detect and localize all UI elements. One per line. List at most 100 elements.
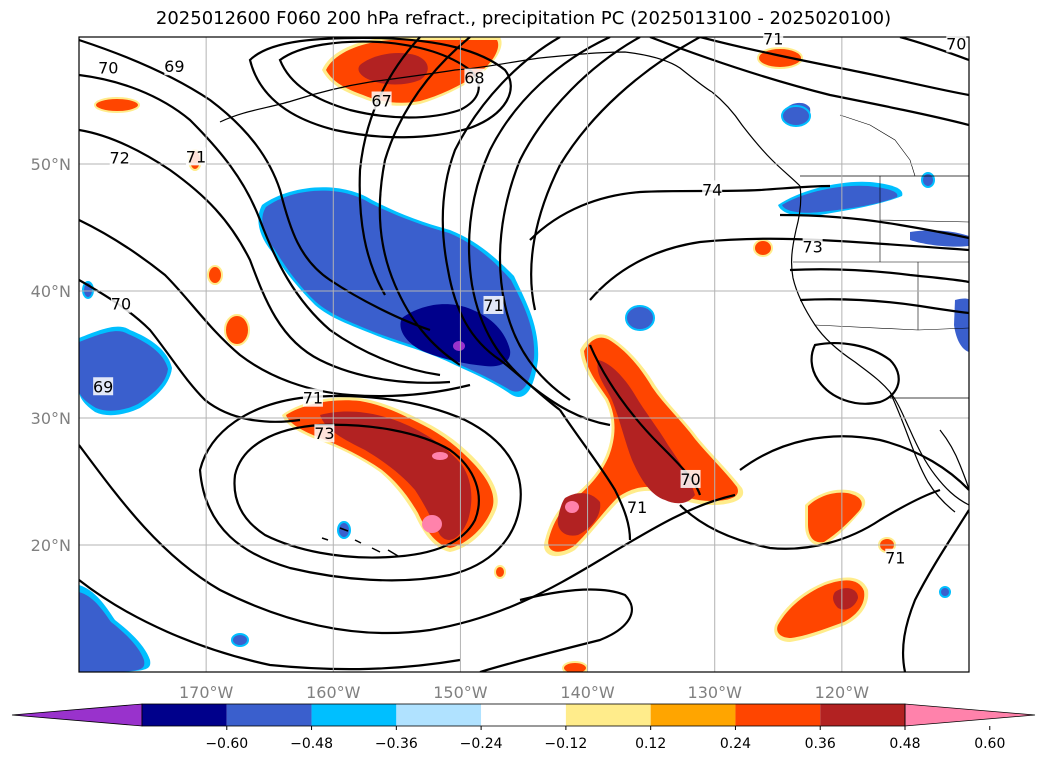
contour-line-north-1 bbox=[79, 38, 431, 332]
contour-line-west-loop bbox=[79, 219, 471, 398]
positive-anomaly-hawaii-peak bbox=[422, 515, 442, 533]
contour-label: 70 bbox=[680, 470, 700, 489]
contour-label-background bbox=[680, 469, 701, 488]
contour-label-background bbox=[110, 294, 131, 313]
positive-cell-1 bbox=[94, 97, 140, 113]
negative-cell-4 bbox=[921, 172, 935, 188]
contour-label-background bbox=[185, 147, 206, 166]
positive-anomaly-plume-peak bbox=[565, 501, 579, 513]
colorbar-tick-label: −0.48 bbox=[290, 736, 333, 752]
contour-line-ridge-73 bbox=[589, 237, 969, 301]
contour-label-background bbox=[763, 29, 784, 48]
hawaiian-islands bbox=[321, 527, 399, 557]
colorbar-tick-label: 0.36 bbox=[805, 736, 836, 752]
latitude-tick-labels: 20°N 30°N 40°N 50°N bbox=[31, 155, 71, 555]
colorbar-extend-high bbox=[904, 703, 1036, 727]
lon-tick-label: 140°W bbox=[560, 683, 615, 702]
positive-anomaly-baja bbox=[808, 492, 862, 543]
contour-label-background bbox=[109, 148, 130, 167]
contour-label-background bbox=[702, 180, 723, 199]
contour-labels: 70 69 67 68 72 71 71 70 74 73 70 69 71 71 73 71 70 71 bbox=[93, 29, 967, 568]
negative-anomaly-west bbox=[79, 331, 168, 411]
contour-label: 70 bbox=[98, 58, 118, 77]
contour-line-trough-1 bbox=[441, 37, 561, 411]
contour-label: 73 bbox=[802, 238, 822, 257]
contour-line-north-2 bbox=[79, 73, 441, 377]
contour-label: 69 bbox=[164, 57, 184, 76]
positive-cell-8 bbox=[562, 661, 588, 672]
positive-cell-9 bbox=[494, 565, 506, 579]
lat-tick-label: 30°N bbox=[31, 409, 71, 428]
positive-anomaly-plume-south bbox=[557, 493, 601, 536]
contour-label-background bbox=[464, 68, 485, 87]
contour-line-southeast-71 bbox=[901, 509, 969, 672]
colorbar-swatch bbox=[820, 704, 905, 726]
contour-label-background bbox=[946, 34, 967, 53]
contour-label: 70 bbox=[946, 34, 966, 53]
positive-cell-5 bbox=[753, 239, 773, 257]
longitude-tick-labels: 170°W 160°W 150°W 140°W 130°W 120°W bbox=[179, 683, 869, 702]
contour-line-california-low bbox=[810, 342, 900, 405]
positive-anomaly-hawaii-core bbox=[320, 411, 472, 540]
colorbar-tick-label: 0.48 bbox=[889, 736, 920, 752]
positive-cell-2 bbox=[207, 265, 223, 285]
lat-tick-label: 20°N bbox=[31, 536, 71, 555]
contour-label-background bbox=[314, 424, 335, 443]
colorbar-tick-label: 0.12 bbox=[635, 736, 666, 752]
negative-anomaly-southwest bbox=[79, 592, 145, 672]
border-alaska-canada bbox=[839, 114, 916, 177]
colorbar-tick-label: 0.24 bbox=[720, 736, 751, 752]
contour-line-northeast-2 bbox=[649, 37, 969, 127]
graticule bbox=[79, 37, 969, 672]
negative-anomaly-peak bbox=[453, 341, 465, 351]
colorbar-swatch bbox=[311, 704, 397, 726]
colorbar-tick-label: 0.60 bbox=[974, 736, 1005, 752]
contour-line-subtropical-1 bbox=[79, 444, 736, 635]
contour-label: 73 bbox=[314, 424, 334, 443]
contour-line-northeast-3 bbox=[899, 37, 969, 62]
colorbar-tick-label: −0.36 bbox=[375, 736, 418, 752]
contour-line-coast-2 bbox=[799, 298, 969, 315]
contour-line-hawaii-high-outer bbox=[198, 394, 522, 582]
precip-fill-layer bbox=[79, 37, 969, 672]
colorbar-swatch bbox=[481, 704, 566, 726]
positive-anomaly-hawaii-peak-north bbox=[432, 452, 448, 460]
contour-label: 71 bbox=[627, 498, 647, 517]
contour-label-background bbox=[483, 295, 504, 314]
colorbar-tick-label: −0.12 bbox=[544, 736, 587, 752]
contour-label: 71 bbox=[186, 147, 206, 166]
contour-line-plume-71 bbox=[559, 409, 632, 541]
lon-tick-label: 150°W bbox=[433, 683, 488, 702]
contour-line-southeast-1 bbox=[739, 435, 969, 491]
contour-label-background bbox=[627, 497, 648, 516]
contour-label: 70 bbox=[111, 295, 131, 314]
coastline-british-columbia bbox=[711, 91, 801, 187]
lon-tick-label: 160°W bbox=[306, 683, 361, 702]
contour-line-aleutian-ring bbox=[248, 37, 512, 139]
positive-anomaly-southeast-core bbox=[833, 588, 858, 610]
colorbar-swatch bbox=[226, 704, 312, 726]
lat-tick-label: 50°N bbox=[31, 155, 71, 174]
contour-label: 71 bbox=[763, 29, 783, 48]
refractivity-contours bbox=[79, 37, 969, 672]
negative-cell-1 bbox=[625, 305, 655, 331]
contour-line-trough-4 bbox=[530, 37, 701, 311]
contour-label: 71 bbox=[483, 296, 503, 315]
contour-line-northeast-1 bbox=[699, 37, 969, 97]
contour-line-north-3 bbox=[79, 128, 451, 384]
contour-label: 71 bbox=[303, 389, 323, 408]
colorbar-swatch bbox=[396, 704, 482, 726]
contour-label-background bbox=[164, 57, 185, 76]
coastline-mexico-mainland bbox=[939, 429, 969, 491]
colorbar-outline bbox=[141, 703, 906, 727]
colorbar-swatch bbox=[565, 704, 651, 726]
contour-label: 71 bbox=[885, 549, 905, 568]
contour-label: 67 bbox=[371, 92, 391, 111]
contour-label-background bbox=[93, 377, 114, 396]
coastline-baja bbox=[889, 391, 956, 513]
lon-tick-label: 120°W bbox=[815, 683, 870, 702]
negative-cell-6 bbox=[939, 586, 951, 598]
contour-label-background bbox=[98, 58, 119, 77]
contour-line-trough-2 bbox=[467, 37, 611, 427]
